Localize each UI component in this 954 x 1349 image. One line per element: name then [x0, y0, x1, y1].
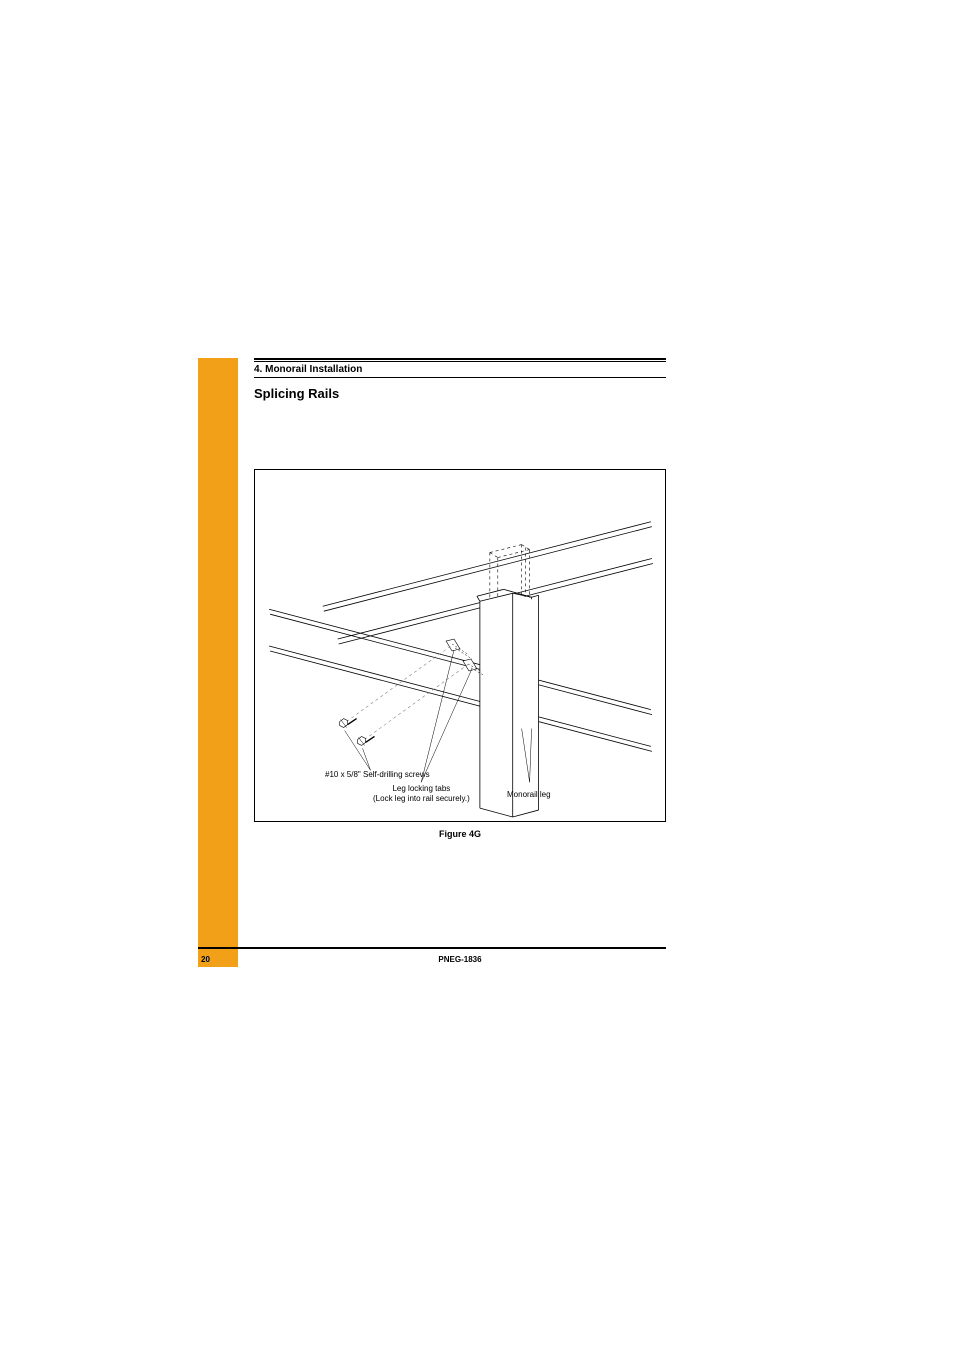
annotation-tabs-line2: (Lock leg into rail securely.) — [373, 794, 470, 804]
manual-page: 4. Monorail Installation Splicing Rails … — [198, 358, 676, 967]
figure-frame: #10 x 5/8" Self-drilling screws Leg lock… — [254, 469, 666, 822]
section-title: Splicing Rails — [254, 386, 339, 401]
annotation-screws: #10 x 5/8" Self-drilling screws — [325, 770, 430, 780]
figure-diagram — [255, 470, 665, 821]
header-underline — [254, 377, 666, 378]
footer-rule — [198, 947, 666, 949]
annotation-tabs: Leg locking tabs (Lock leg into rail sec… — [373, 784, 470, 803]
annotation-leg: Monorail leg — [507, 790, 551, 800]
sidebar-accent — [198, 358, 238, 967]
header-rule — [254, 358, 666, 360]
chapter-heading: 4. Monorail Installation — [254, 364, 362, 375]
annotation-tabs-line1: Leg locking tabs — [373, 784, 470, 794]
page-number: 20 — [201, 955, 210, 964]
figure-caption: Figure 4G — [254, 829, 666, 839]
document-id: PNEG-1836 — [254, 955, 666, 964]
